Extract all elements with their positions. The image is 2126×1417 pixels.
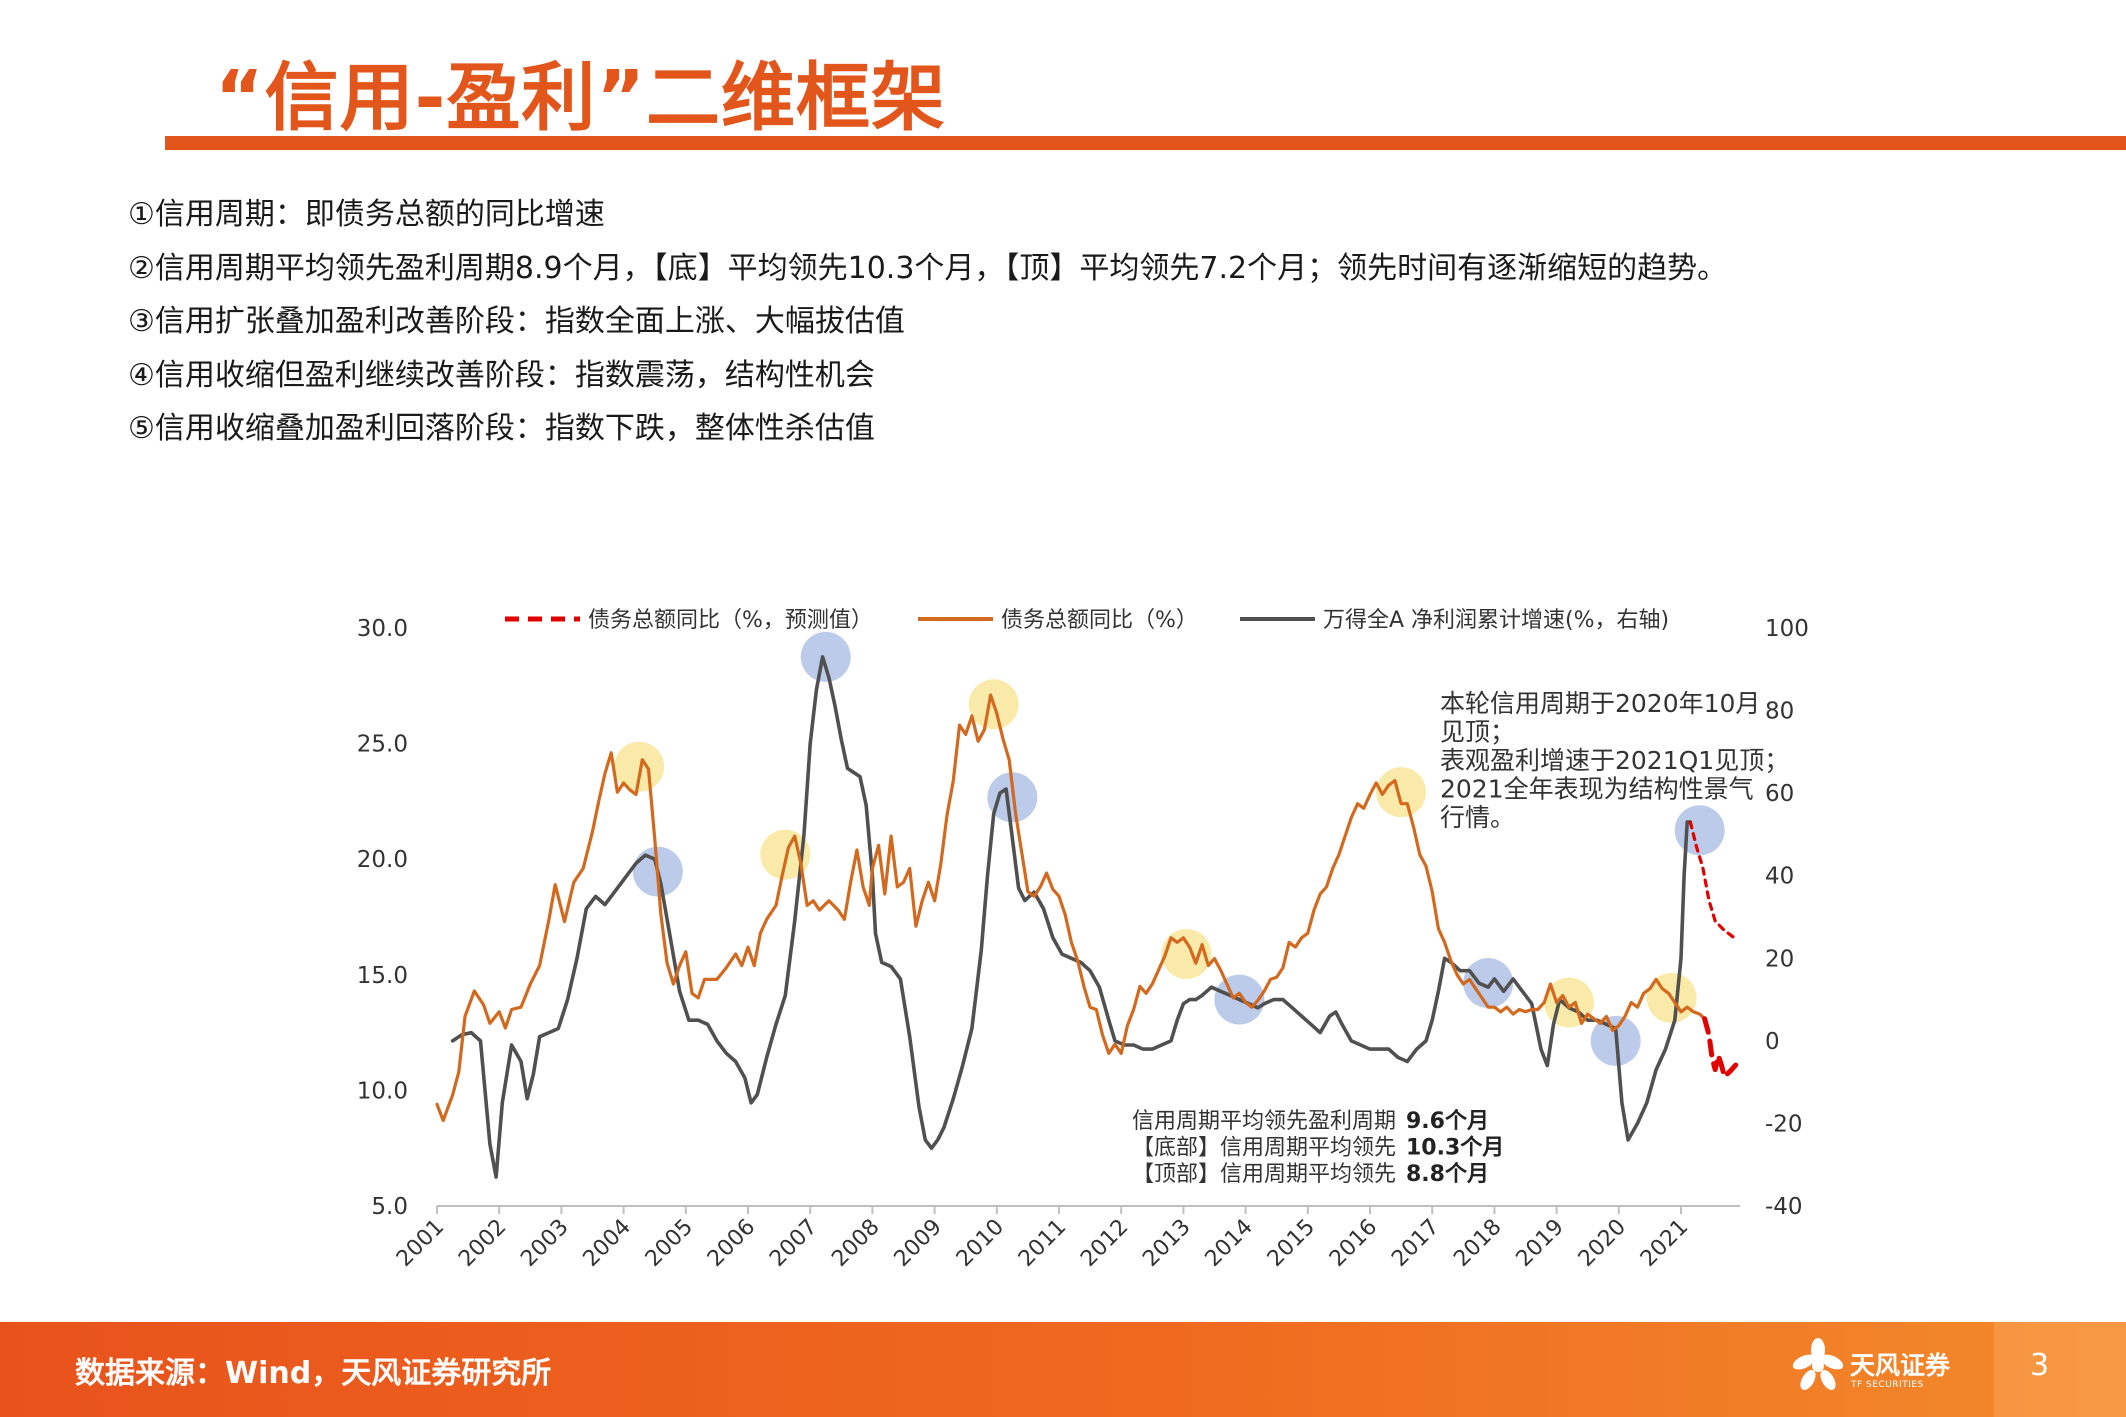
- x-tick-label: 2013: [1138, 1215, 1195, 1272]
- logo-subtitle: TF SECURITIES: [1851, 1380, 1924, 1390]
- series-line: [1702, 1016, 1739, 1079]
- bullet-list: ①信用周期：即债务总额的同比增速 ②信用周期平均领先盈利周期8.9个月，【底】平…: [128, 188, 1727, 456]
- legend-label: 万得全A 净利润累计增速(%，右轴): [1323, 608, 1669, 633]
- page-number-box: [1994, 1322, 2126, 1417]
- series-line: [435, 693, 1707, 1123]
- annotation-line: 见顶；: [1440, 718, 1515, 747]
- y-right-tick-label: -40: [1765, 1194, 1803, 1220]
- y-right-tick-label: 80: [1765, 699, 1794, 725]
- y-right-tick-label: 40: [1765, 864, 1794, 890]
- x-tick-label: 2007: [765, 1215, 822, 1272]
- bullet-item: ④信用收缩但盈利继续改善阶段：指数震荡，结构性机会: [128, 357, 875, 393]
- peak-marker: [614, 741, 665, 792]
- series-line: [1688, 820, 1736, 940]
- annotation-value: 10.3个月: [1406, 1136, 1504, 1161]
- annotation-label: 【顶部】信用周期平均领先: [1132, 1162, 1396, 1187]
- annotation-line: 表观盈利增速于2021Q1见顶；: [1440, 746, 1789, 775]
- x-tick-label: 2005: [641, 1215, 698, 1272]
- y-left-tick-label: 10.0: [357, 1078, 408, 1104]
- annotation-layer: 本轮信用周期于2020年10月见顶；表观盈利增速于2021Q1见顶；2021全年…: [1132, 689, 1789, 1187]
- x-tick-label: 2002: [454, 1215, 511, 1272]
- peak-marker: [1376, 767, 1427, 818]
- x-tick-label: 2018: [1449, 1215, 1506, 1272]
- credit-profit-chart: 2001 2002 2003 2004 2005 2006 2007 2008 2009 2010…: [357, 608, 1809, 1272]
- y-right-tick-label: 100: [1765, 616, 1809, 642]
- x-tick-label: 2006: [703, 1215, 760, 1272]
- annotation-line: 行情。: [1440, 803, 1515, 832]
- y-left-tick-label: 25.0: [357, 732, 408, 758]
- lines-layer: [435, 655, 1739, 1179]
- y-right-tick-label: 0: [1765, 1029, 1780, 1055]
- data-source: 数据来源：Wind，天风证券研究所: [75, 1356, 552, 1391]
- bullet-item: ②信用周期平均领先盈利周期8.9个月，【底】平均领先10.3个月，【顶】平均领先…: [128, 250, 1728, 286]
- x-tick-label: 2001: [392, 1215, 449, 1272]
- x-tick-label: 2014: [1201, 1215, 1258, 1272]
- y-right-tick-label: 20: [1765, 946, 1794, 972]
- legend-label: 债务总额同比（%，预测值）: [588, 608, 873, 633]
- series-line: [450, 655, 1693, 1179]
- x-tick-label: 2020: [1574, 1215, 1631, 1272]
- page-title: “信用-盈利”二维框架: [215, 55, 946, 141]
- annotation-line: 本轮信用周期于2020年10月: [1440, 689, 1760, 718]
- logo-name: 天风证券: [1850, 1351, 1951, 1380]
- y-right-tick-label: -20: [1765, 1111, 1803, 1137]
- tf-securities-logo: 天风证券 TF SECURITIES: [1790, 1336, 1990, 1406]
- bullet-item: ⑤信用收缩叠加盈利回落阶段：指数下跌，整体性杀估值: [128, 411, 875, 446]
- annotation-label: 【底部】信用周期平均领先: [1132, 1136, 1396, 1161]
- bullet-item: ③信用扩张叠加盈利改善阶段：指数全面上涨、大幅拔估值: [128, 304, 905, 339]
- tf-securities-logo-icon: [1792, 1338, 1844, 1390]
- x-tick-label: 2009: [890, 1215, 947, 1272]
- y-left-tick-label: 15.0: [357, 963, 408, 989]
- y-right-tick-label: 60: [1765, 781, 1794, 807]
- annotation-label: 信用周期平均领先盈利周期: [1132, 1109, 1396, 1134]
- x-tick-label: 2010: [952, 1215, 1009, 1272]
- bullet-item: ①信用周期：即债务总额的同比增速: [128, 197, 605, 232]
- x-tick-label: 2011: [1014, 1215, 1071, 1272]
- y-left-tick-label: 30.0: [357, 616, 408, 642]
- y-left-tick-label: 20.0: [357, 847, 408, 873]
- x-tick-label: 2004: [579, 1215, 636, 1272]
- y-left-tick-label: 5.0: [371, 1194, 408, 1220]
- x-tick-label: 2021: [1636, 1215, 1693, 1272]
- footer-bar: 数据来源：Wind，天风证券研究所 天风证券 TF SECURITIES 3: [0, 1322, 2126, 1417]
- annotation-value: 8.8个月: [1406, 1162, 1489, 1187]
- x-tick-label: 2015: [1263, 1215, 1320, 1272]
- page-number: 3: [2030, 1348, 2050, 1383]
- profit-turn-marker: [800, 631, 851, 682]
- profit-turn-marker: [1463, 958, 1514, 1009]
- annotation-value: 9.6个月: [1406, 1109, 1489, 1134]
- x-tick-label: 2017: [1387, 1215, 1444, 1272]
- x-tick-label: 2008: [827, 1215, 884, 1272]
- profit-turn-marker: [1674, 805, 1725, 856]
- legend: 债务总额同比（%，预测值） 债务总额同比（%） 万得全A 净利润累计增速(%，右轴): [505, 608, 1669, 633]
- annotation-line: 2021全年表现为结构性景气: [1440, 775, 1754, 804]
- x-tick-label: 2012: [1076, 1215, 1133, 1272]
- x-tick-label: 2003: [516, 1215, 573, 1272]
- legend-label: 债务总额同比（%）: [1001, 608, 1198, 633]
- x-tick-label: 2019: [1512, 1215, 1569, 1272]
- title-rule: [165, 136, 2126, 150]
- x-tick-label: 2016: [1325, 1215, 1382, 1272]
